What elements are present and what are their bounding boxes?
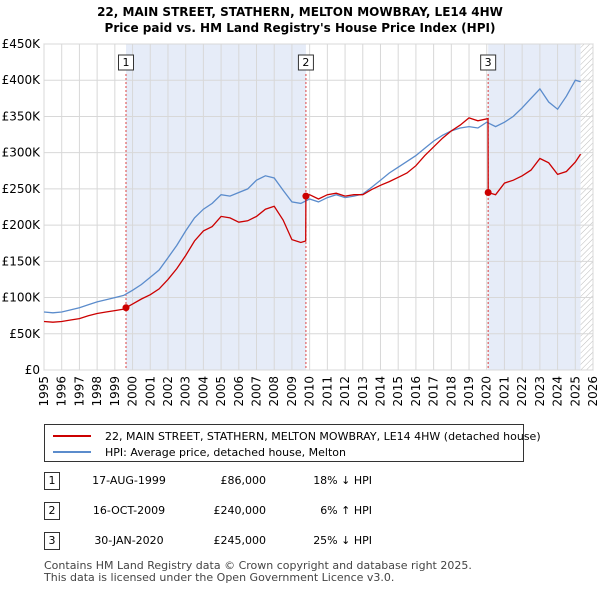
x-tick-label: 2019 (462, 376, 476, 407)
table-row: 3 30-JAN-2020 £245,000 25% ↓ HPI (44, 532, 464, 562)
x-tick-label: 2004 (196, 376, 210, 407)
sale-marker-label: 2 (302, 56, 309, 69)
x-tick-label: 2022 (515, 376, 529, 407)
x-tick-label: 1998 (90, 376, 104, 407)
y-tick-label: £0 (25, 363, 40, 377)
y-tick-label: £50K (9, 327, 41, 341)
x-tick-label: 2025 (568, 376, 582, 407)
x-tick-label: 2001 (143, 376, 157, 407)
x-tick-label: 2012 (338, 376, 352, 407)
chart-title: 22, MAIN STREET, STATHERN, MELTON MOWBRA… (97, 5, 503, 19)
x-tick-label: 2006 (232, 376, 246, 407)
x-tick-label: 2016 (409, 376, 423, 407)
transactions-table: 1 17-AUG-1999 £86,000 18% ↓ HPI 2 16-OCT… (44, 472, 464, 562)
sale-point (122, 304, 130, 312)
table-row: 1 17-AUG-1999 £86,000 18% ↓ HPI (44, 472, 464, 502)
sale-marker-label: 1 (122, 56, 129, 69)
transaction-hpi: 18% ↓ HPI (313, 474, 372, 487)
y-tick-label: £250K (2, 182, 42, 196)
sale-marker-box (297, 54, 314, 71)
y-tick-label: £450K (2, 37, 42, 51)
legend-swatch-property (53, 435, 91, 437)
transaction-price: £240,000 (213, 504, 267, 517)
x-tick-label: 2010 (303, 376, 317, 407)
x-tick-label: 2024 (551, 376, 565, 407)
transaction-date: 17-AUG-1999 (92, 474, 166, 487)
transaction-price: £245,000 (213, 534, 267, 547)
chart-subtitle: Price paid vs. HM Land Registry's House … (105, 21, 496, 35)
transaction-price: £86,000 (220, 474, 267, 487)
sale-point (484, 189, 492, 197)
sale-marker-box (117, 54, 134, 71)
x-tick-label: 2002 (161, 376, 175, 407)
y-tick-label: £350K (2, 109, 42, 123)
legend-swatch-hpi (53, 451, 91, 453)
shaded-period (488, 44, 581, 370)
forecast-hatch (580, 44, 593, 370)
x-tick-label: 2007 (250, 376, 264, 407)
y-tick-label: £400K (2, 73, 42, 87)
footer-copyright: Contains HM Land Registry data © Crown c… (44, 559, 472, 572)
y-tick-label: £150K (2, 254, 42, 268)
x-tick-label: 2015 (391, 376, 405, 407)
x-tick-label: 2009 (285, 376, 299, 407)
transaction-date: 16-OCT-2009 (92, 504, 166, 517)
x-tick-label: 2013 (356, 376, 370, 407)
x-tick-label: 1999 (108, 376, 122, 407)
footer: Contains HM Land Registry data © Crown c… (44, 560, 472, 584)
y-tick-label: £300K (2, 146, 42, 160)
y-tick-label: £200K (2, 218, 42, 232)
legend-label-property: 22, MAIN STREET, STATHERN, MELTON MOWBRA… (105, 429, 541, 443)
transaction-number: 2 (44, 502, 60, 520)
footer-licence: This data is licensed under the Open Gov… (44, 571, 395, 584)
x-tick-label: 1995 (37, 376, 51, 407)
x-tick-label: 1997 (72, 376, 86, 407)
legend-item-property: 22, MAIN STREET, STATHERN, MELTON MOWBRA… (53, 428, 541, 444)
x-tick-label: 2020 (480, 376, 494, 407)
transaction-hpi: 25% ↓ HPI (313, 534, 372, 547)
sale-point (302, 192, 310, 200)
x-tick-label: 2008 (267, 376, 281, 407)
y-tick-label: £100K (2, 291, 42, 305)
x-tick-label: 2000 (126, 376, 140, 407)
transaction-number: 1 (44, 472, 60, 490)
legend-item-hpi: HPI: Average price, detached house, Melt… (53, 444, 346, 460)
x-tick-label: 1996 (55, 376, 69, 407)
legend: 22, MAIN STREET, STATHERN, MELTON MOWBRA… (44, 424, 541, 462)
transaction-hpi: 6% ↑ HPI (320, 504, 372, 517)
x-tick-label: 2014 (373, 376, 387, 407)
sale-marker-label: 3 (485, 56, 492, 69)
sale-marker-box (480, 54, 497, 71)
legend-label-hpi: HPI: Average price, detached house, Melt… (105, 445, 346, 459)
x-tick-label: 2005 (214, 376, 228, 407)
transaction-number: 3 (44, 532, 60, 550)
x-tick-label: 2017 (427, 376, 441, 407)
x-tick-label: 2023 (533, 376, 547, 407)
x-tick-label: 2011 (320, 376, 334, 407)
x-tick-label: 2018 (444, 376, 458, 407)
x-tick-label: 2003 (179, 376, 193, 407)
x-tick-label: 2021 (497, 376, 511, 407)
price-chart: 22, MAIN STREET, STATHERN, MELTON MOWBRA… (2, 5, 600, 407)
shaded-period (125, 44, 306, 370)
table-row: 2 16-OCT-2009 £240,000 6% ↑ HPI (44, 502, 464, 532)
x-tick-label: 2026 (586, 376, 600, 407)
hpi-series-line (43, 79, 581, 314)
transaction-date: 30-JAN-2020 (94, 534, 164, 547)
